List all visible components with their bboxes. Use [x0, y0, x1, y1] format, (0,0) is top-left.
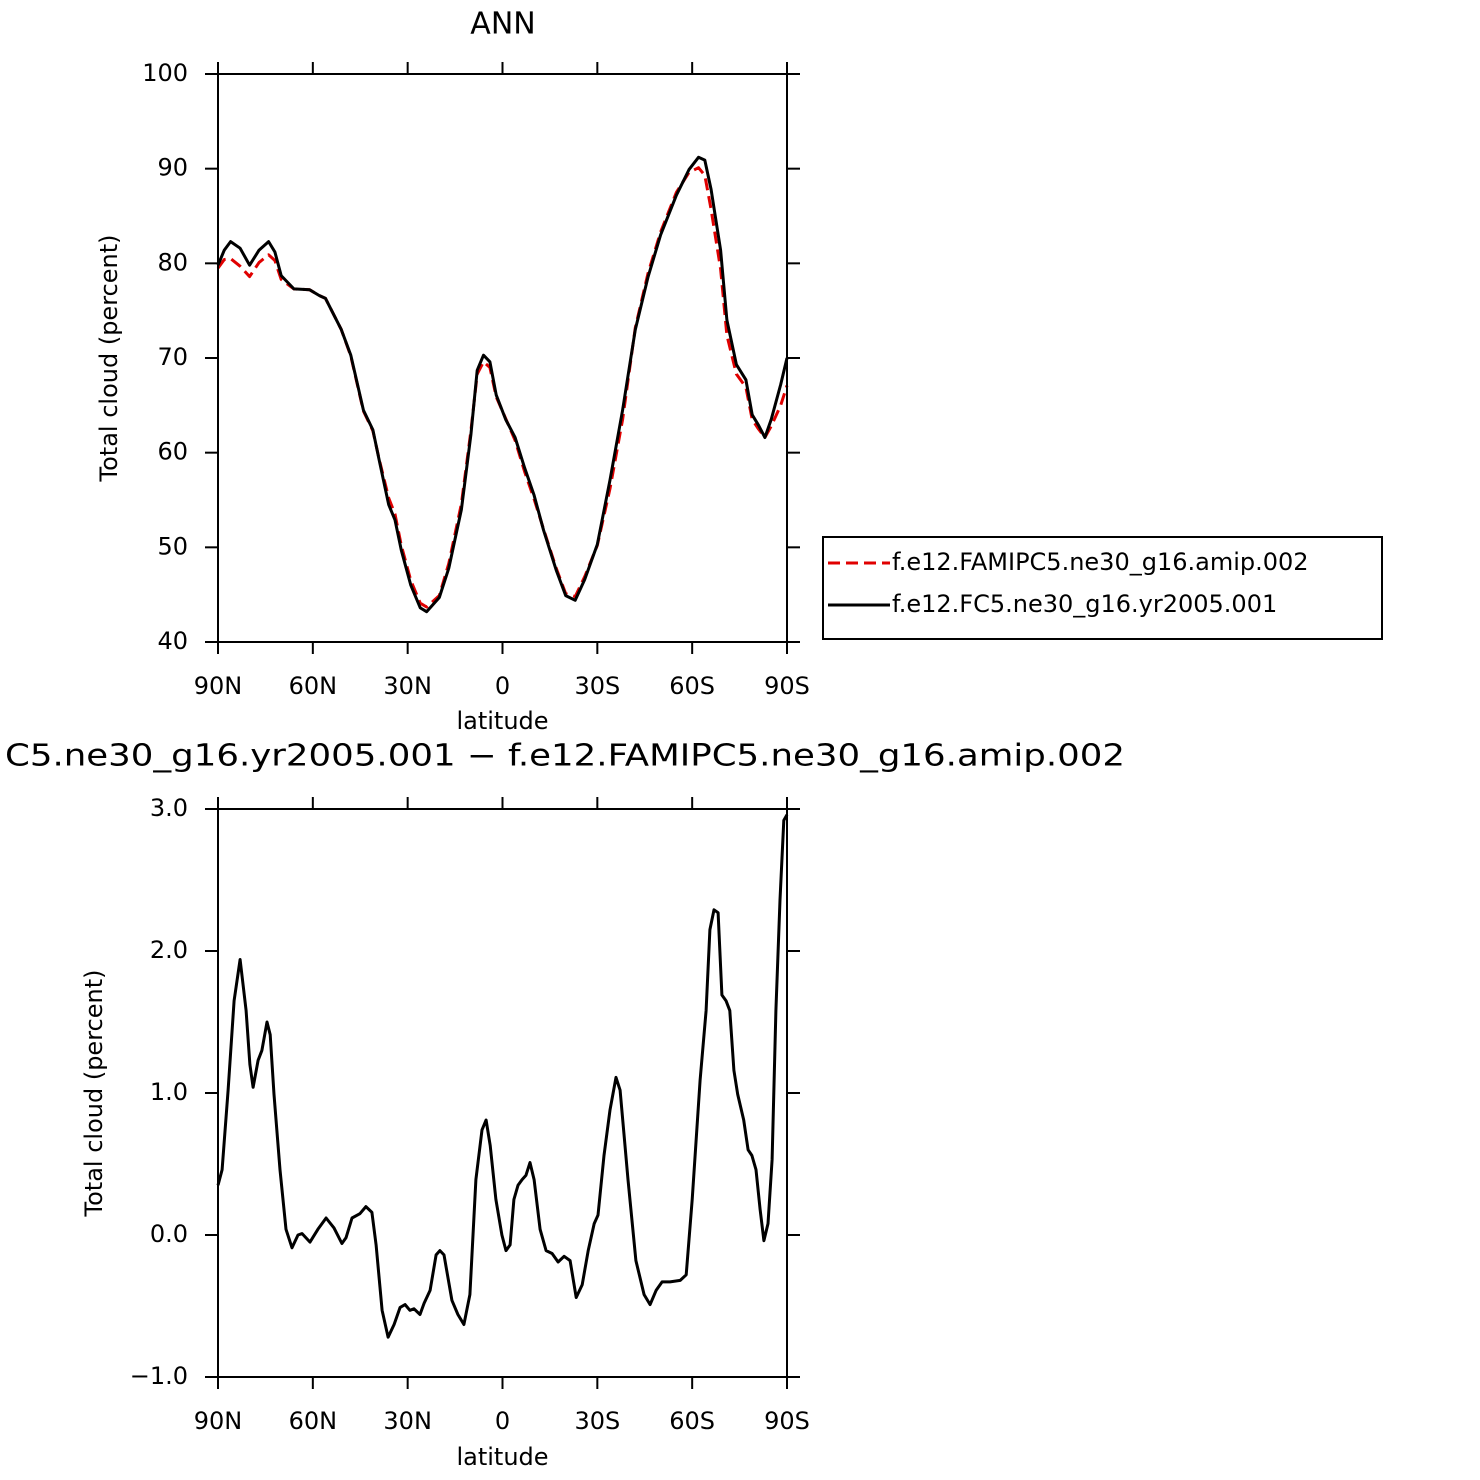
x-tick-label: 90S	[764, 672, 810, 700]
y-tick-label: 3.0	[150, 794, 188, 822]
x-tick-label: 0	[495, 672, 510, 700]
legend-box	[822, 536, 1383, 640]
y-tick-label: 0.0	[150, 1220, 188, 1248]
data-line	[216, 813, 789, 1339]
x-tick-label: 30N	[383, 1407, 432, 1435]
y-tick-label: 80	[157, 248, 188, 276]
data-line	[216, 166, 789, 609]
x-tick-label: 30S	[574, 1407, 620, 1435]
x-tick-label: 60N	[289, 672, 338, 700]
x-tick-label: 90N	[194, 1407, 243, 1435]
x-axis-label: latitude	[456, 707, 548, 735]
x-tick-label: 60S	[669, 672, 715, 700]
y-tick-label: 70	[157, 343, 188, 371]
plot-frame	[217, 73, 788, 643]
y-tick-label: 100	[142, 59, 188, 87]
y-axis-label: Total cloud (percent)	[95, 235, 123, 483]
x-tick-label: 30N	[383, 672, 432, 700]
y-axis-label: Total cloud (percent)	[80, 970, 108, 1218]
x-tick-label: 90S	[764, 1407, 810, 1435]
legend-label: f.e12.FAMIPC5.ne30_g16.amip.002	[892, 548, 1309, 576]
x-tick-label: 0	[495, 1407, 510, 1435]
x-tick-label: 90N	[194, 672, 243, 700]
y-tick-label: 40	[157, 627, 188, 655]
y-tick-label: 50	[157, 532, 188, 560]
x-axis-label: latitude	[456, 1443, 548, 1471]
plot-frame	[217, 808, 788, 1378]
y-tick-label: 60	[157, 438, 188, 466]
data-line	[216, 155, 789, 614]
y-tick-label: 1.0	[150, 1078, 188, 1106]
chart-title: C5.ne30_g16.yr2005.001 − f.e12.FAMIPC5.n…	[5, 739, 1125, 774]
x-tick-label: 30S	[574, 672, 620, 700]
y-tick-label: 90	[157, 154, 188, 182]
x-tick-label: 60N	[289, 1407, 338, 1435]
y-tick-label: −1.0	[130, 1362, 188, 1390]
y-tick-label: 2.0	[150, 936, 188, 964]
legend-label: f.e12.FC5.ne30_g16.yr2005.001	[892, 590, 1277, 618]
chart-title: ANN	[470, 7, 535, 42]
x-tick-label: 60S	[669, 1407, 715, 1435]
